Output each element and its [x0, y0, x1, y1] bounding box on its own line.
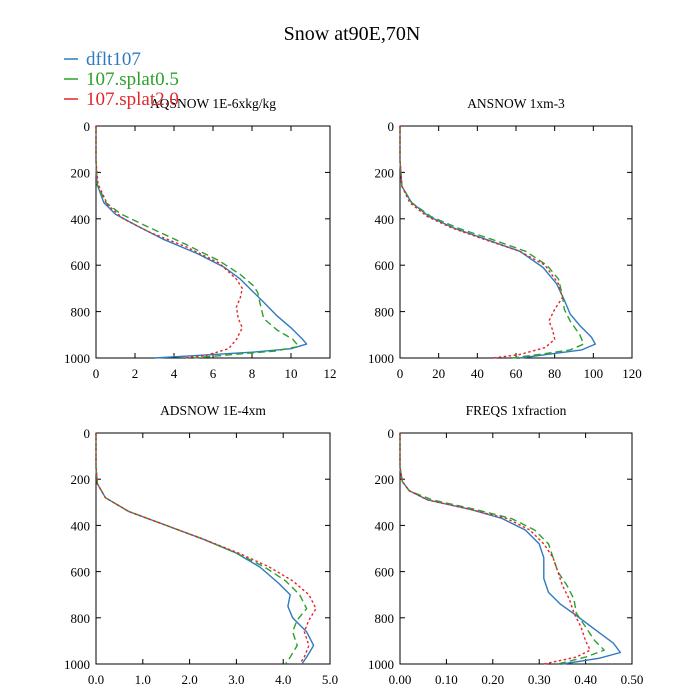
- x-tick-label: 12: [324, 366, 337, 381]
- x-tick-label: 100: [584, 366, 604, 381]
- y-tick-label: 800: [375, 305, 395, 320]
- legend-entry-dflt107: dflt107: [64, 49, 141, 70]
- x-tick-label: 1.0: [135, 672, 151, 687]
- y-tick-label: 800: [375, 611, 395, 626]
- plot-frame: [95, 125, 331, 359]
- y-tick-label: 1000: [368, 657, 394, 672]
- x-tick-label: 6: [210, 366, 217, 381]
- panel-2: ANSNOW 1xm-3 0 20 40 60 80 100 120 0 200 400 600 800…: [368, 96, 642, 381]
- x-tick-label: 8: [249, 366, 256, 381]
- panel-title: FREQS 1xfraction: [466, 403, 567, 418]
- series-line-107.splat0.5: [95, 433, 308, 665]
- series-line-107.splat2.0: [95, 126, 243, 359]
- series-line-107.splat2.0: [399, 433, 591, 665]
- series-line-107.splat0.5: [399, 126, 585, 359]
- x-tick-label: 10: [285, 366, 298, 381]
- y-tick-label: 400: [375, 518, 395, 533]
- series-line-107.splat2.0: [399, 126, 564, 359]
- y-tick-label: 800: [71, 305, 91, 320]
- y-tick-label: 400: [375, 212, 395, 227]
- y-tick-label: 1000: [64, 657, 90, 672]
- panel-1: AQSNOW 1E-6xkg/kg 0 2 4 6 8 10 12 0 200 400 600 800 1…: [64, 96, 337, 381]
- y-tick-label: 200: [71, 165, 91, 180]
- y-tick-label: 800: [71, 611, 91, 626]
- x-tick-label: 4: [171, 366, 178, 381]
- series-line-107.splat0.5: [95, 126, 300, 359]
- x-tick-label: 0.10: [435, 672, 458, 687]
- legend: dflt107 107.splat0.5 107.splat2.0: [64, 49, 179, 110]
- panel-4: FREQS 1xfraction 0.00 0.10 0.20 0.30 0.40 0.50…: [368, 403, 643, 687]
- x-tick-label: 2.0: [181, 672, 197, 687]
- y-tick-label: 1000: [368, 351, 394, 366]
- y-tick-label: 600: [375, 565, 395, 580]
- y-tick-label: 1000: [64, 351, 90, 366]
- plot-frame: [399, 125, 633, 359]
- x-tick-label: 4.0: [275, 672, 291, 687]
- x-tick-label: 0.20: [481, 672, 504, 687]
- panel-title: ANSNOW 1xm-3: [467, 96, 565, 111]
- legend-entry-splat2.0: 107.splat2.0: [64, 89, 179, 110]
- x-tick-label: 20: [432, 366, 445, 381]
- series-line-dflt107: [399, 433, 622, 665]
- legend-label-splat2.0: 107.splat2.0: [86, 89, 179, 110]
- panel-3: ADSNOW 1E-4xm 0.0 1.0 2.0 3.0 4.0 5.0 0 200 400 60…: [64, 403, 338, 687]
- y-tick-label: 600: [71, 258, 91, 273]
- y-tick-label: 0: [84, 119, 91, 134]
- series-line-dflt107: [399, 126, 596, 359]
- panel-title: ADSNOW 1E-4xm: [160, 403, 266, 418]
- series-line-dflt107: [95, 433, 315, 665]
- series-line-dflt107: [95, 126, 308, 359]
- x-tick-label: 0.0: [88, 672, 104, 687]
- legend-label-splat0.5: 107.splat0.5: [86, 69, 179, 90]
- series-line-107.splat2.0: [95, 433, 317, 665]
- y-tick-label: 200: [71, 472, 91, 487]
- x-tick-label: 0.00: [389, 672, 412, 687]
- x-tick-label: 60: [510, 366, 523, 381]
- y-tick-label: 0: [388, 426, 395, 441]
- panels: AQSNOW 1E-6xkg/kg0 2 4 6 8 10 1202004006008001…: [64, 96, 643, 687]
- x-tick-label: 40: [471, 366, 484, 381]
- x-tick-label: 120: [622, 366, 642, 381]
- figure-title: Snow at90E,70N: [284, 23, 421, 45]
- panel-title: AQSNOW 1E-6xkg/kg: [150, 96, 276, 111]
- x-tick-label: 0.50: [621, 672, 644, 687]
- y-tick-label: 200: [375, 472, 395, 487]
- y-tick-label: 600: [375, 258, 395, 273]
- x-tick-label: 3.0: [228, 672, 244, 687]
- y-tick-label: 600: [71, 565, 91, 580]
- x-tick-label: 80: [548, 366, 561, 381]
- y-tick-label: 0: [84, 426, 91, 441]
- series-line-107.splat0.5: [399, 433, 605, 665]
- legend-entry-splat0.5: 107.splat0.5: [64, 69, 179, 90]
- x-tick-label: 2: [132, 366, 139, 381]
- y-tick-label: 200: [375, 165, 395, 180]
- y-tick-label: 0: [388, 119, 395, 134]
- x-tick-label: 0: [397, 366, 404, 381]
- x-tick-label: 0.30: [528, 672, 551, 687]
- plot-frame: [95, 432, 331, 665]
- y-tick-label: 400: [71, 212, 91, 227]
- x-tick-label: 0.40: [574, 672, 597, 687]
- x-tick-label: 5.0: [322, 672, 338, 687]
- y-tick-label: 400: [71, 518, 91, 533]
- plot-frame: [399, 432, 633, 665]
- x-tick-label: 0: [93, 366, 100, 381]
- legend-label-dflt107: dflt107: [86, 49, 141, 70]
